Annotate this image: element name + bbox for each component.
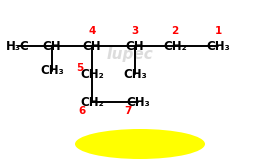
Text: CH₂: CH₂ [163, 40, 187, 52]
Text: CH: CH [43, 40, 61, 52]
Text: Correct: Correct [103, 135, 177, 153]
Text: CH₂: CH₂ [80, 68, 104, 81]
Text: Iupec: Iupec [107, 47, 153, 62]
Text: CH: CH [126, 40, 144, 52]
Text: 6: 6 [78, 106, 86, 116]
Text: CH₃: CH₃ [123, 68, 147, 81]
Text: CH₂: CH₂ [80, 95, 104, 109]
Text: 1: 1 [214, 26, 222, 36]
Text: CH: CH [83, 40, 101, 52]
Text: CH₃: CH₃ [40, 64, 64, 78]
Text: 4: 4 [88, 26, 96, 36]
Text: 5: 5 [76, 63, 84, 73]
Text: 7: 7 [124, 106, 132, 116]
Text: 3: 3 [131, 26, 139, 36]
Text: H₃C: H₃C [6, 40, 30, 52]
Ellipse shape [75, 129, 205, 159]
Text: CH₃: CH₃ [126, 95, 150, 109]
Text: 2: 2 [171, 26, 179, 36]
Text: CH₃: CH₃ [206, 40, 230, 52]
